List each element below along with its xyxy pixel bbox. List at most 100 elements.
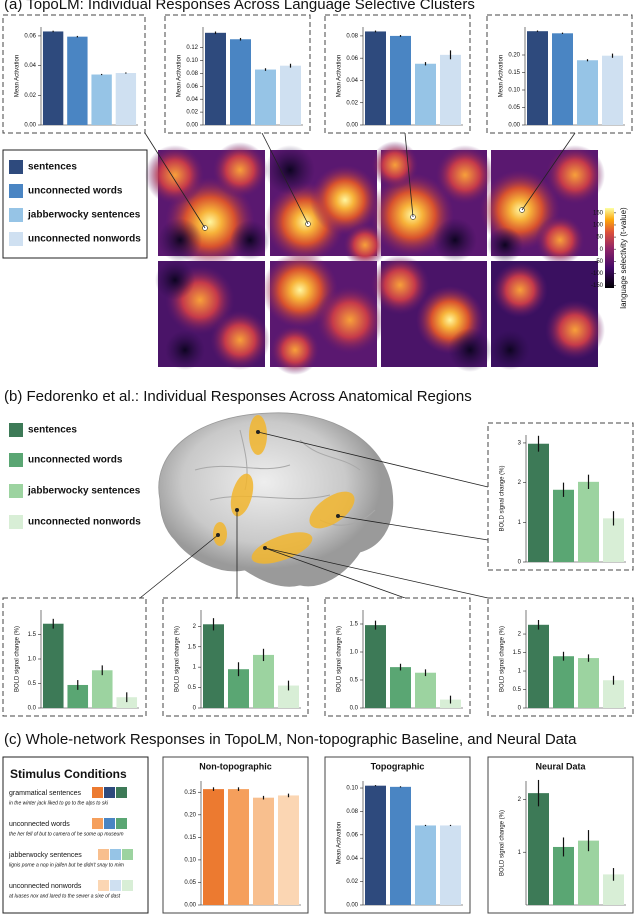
y-tick-label: 0 bbox=[518, 560, 522, 566]
condition-label: grammatical sentences bbox=[9, 790, 81, 797]
bar bbox=[603, 874, 624, 905]
condition-label: jabberwocky sentences bbox=[8, 852, 82, 859]
y-tick-label: 2 bbox=[193, 624, 197, 630]
y-tick-label: 0.00 bbox=[24, 123, 36, 129]
box-title: Stimulus Conditions bbox=[10, 767, 127, 781]
bar bbox=[116, 697, 138, 708]
bar bbox=[91, 670, 113, 708]
swatches bbox=[92, 787, 133, 891]
bar bbox=[203, 624, 224, 708]
y-tick-label: 0.10 bbox=[346, 786, 358, 792]
bar bbox=[577, 60, 598, 125]
y-tick-label: 0.00 bbox=[346, 903, 358, 909]
y-tick-label: 2 bbox=[518, 632, 522, 638]
condition-label: unconnected words bbox=[9, 821, 70, 828]
chart-title: Topographic bbox=[371, 761, 425, 771]
y-tick-label: 0.0 bbox=[28, 706, 37, 712]
bar bbox=[553, 846, 574, 905]
y-axis-label: Mean Activation bbox=[337, 55, 343, 97]
bar bbox=[42, 623, 64, 708]
bar bbox=[278, 685, 299, 708]
colorbar-tick-label: -100 bbox=[591, 271, 604, 277]
bar bbox=[390, 786, 411, 905]
condition-label: unconnected nonwords bbox=[9, 883, 82, 890]
panel-title: (a) TopoLM: Individual Responses Across … bbox=[4, 0, 475, 13]
y-tick-label: 0.05 bbox=[508, 105, 520, 111]
y-tick-label: 0.20 bbox=[508, 53, 520, 59]
bar bbox=[440, 825, 461, 905]
panel-title: (c) Whole-network Responses in TopoLM, N… bbox=[4, 731, 577, 748]
y-tick-label: 0.10 bbox=[508, 88, 520, 94]
y-tick-label: 1.5 bbox=[513, 650, 522, 656]
bar bbox=[365, 785, 386, 905]
y-tick-label: 0.06 bbox=[346, 56, 358, 62]
legend: sentences unconnected words jabberwocky … bbox=[2, 149, 148, 259]
bar bbox=[228, 789, 249, 905]
chart-title: Non-topographic bbox=[199, 761, 272, 771]
heatmaps bbox=[144, 132, 605, 375]
legend-label: unconnected nonwords bbox=[28, 234, 141, 245]
y-tick-label: 0.5 bbox=[188, 685, 197, 691]
y-tick-label: 0.00 bbox=[186, 123, 198, 129]
y-tick-label: 0.02 bbox=[24, 93, 36, 99]
bar bbox=[365, 625, 386, 708]
y-tick-label: 1 bbox=[518, 669, 522, 675]
y-tick-label: 0.5 bbox=[513, 687, 522, 693]
y-tick-label: 0.08 bbox=[346, 809, 358, 815]
condition-example: in the winter jack liked to go to the al… bbox=[9, 800, 109, 806]
y-tick-label: 0.00 bbox=[508, 123, 520, 129]
bar bbox=[602, 55, 623, 126]
y-tick-label: 0.5 bbox=[350, 678, 359, 684]
legend-label: unconnected words bbox=[28, 455, 123, 466]
y-axis-label: BOLD signal change (%) bbox=[175, 626, 181, 692]
colorbar-tick-label: 50 bbox=[596, 235, 603, 241]
bar bbox=[390, 35, 411, 126]
colorbar bbox=[605, 208, 614, 288]
y-tick-label: 0.10 bbox=[184, 857, 196, 863]
y-tick-label: 0.00 bbox=[184, 903, 196, 909]
bar bbox=[578, 658, 599, 708]
bar bbox=[278, 795, 299, 905]
colorbar-tick-label: 0 bbox=[600, 247, 604, 253]
bar bbox=[67, 684, 89, 708]
y-tick-label: 1.0 bbox=[28, 657, 37, 663]
y-tick-label: 0.02 bbox=[346, 100, 358, 106]
bar bbox=[67, 36, 88, 125]
bar bbox=[42, 31, 64, 126]
colorbar-tick-label: 150 bbox=[593, 210, 604, 216]
y-tick-label: 0.0 bbox=[350, 706, 359, 712]
bar bbox=[228, 669, 249, 708]
bar bbox=[115, 73, 137, 125]
y-axis-label: BOLD signal change (%) bbox=[500, 465, 506, 531]
bar bbox=[205, 32, 226, 126]
legend: sentences unconnected words jabberwocky … bbox=[9, 423, 141, 529]
legend-label: sentences bbox=[28, 425, 77, 436]
legend-label: unconnected words bbox=[28, 186, 123, 197]
stimulus-conditions: Stimulus Conditions grammatical sentence… bbox=[2, 756, 149, 914]
y-tick-label: 1.5 bbox=[350, 622, 359, 628]
y-tick-label: 0.02 bbox=[186, 110, 198, 116]
y-tick-label: 2 bbox=[518, 797, 522, 803]
bar bbox=[603, 518, 624, 562]
chart-title: Neural Data bbox=[535, 761, 586, 771]
bar bbox=[365, 31, 386, 126]
legend-label: jabberwocky sentences bbox=[27, 210, 141, 221]
bar bbox=[528, 793, 549, 905]
bar bbox=[415, 825, 436, 905]
bar bbox=[253, 797, 274, 905]
y-tick-label: 1 bbox=[193, 665, 197, 671]
y-tick-label: 3 bbox=[518, 441, 522, 447]
y-tick-label: 0 bbox=[518, 706, 522, 712]
y-tick-label: 1 bbox=[518, 520, 522, 526]
y-tick-label: 0.15 bbox=[184, 835, 196, 841]
bar bbox=[203, 789, 224, 905]
bar bbox=[253, 654, 274, 708]
y-axis-label: BOLD signal change (%) bbox=[15, 626, 21, 692]
y-tick-label: 1.0 bbox=[350, 650, 359, 656]
y-tick-label: 0.15 bbox=[508, 70, 520, 76]
condition-example: the her fell of but to camera of he some… bbox=[9, 831, 124, 837]
y-tick-label: 0 bbox=[193, 706, 197, 712]
bar bbox=[440, 699, 461, 708]
y-tick-label: 0.08 bbox=[186, 71, 198, 77]
